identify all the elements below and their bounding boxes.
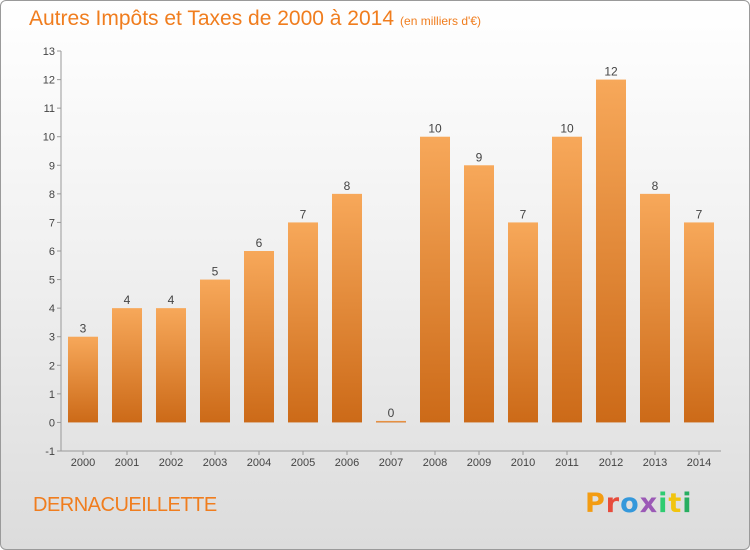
chart-title-text: Autres Impôts et Taxes de 2000 à 2014 xyxy=(29,7,395,30)
bar-value-label: 7 xyxy=(300,207,307,221)
x-tick-label: 2001 xyxy=(115,457,139,469)
logo-letter: r xyxy=(605,488,621,519)
logo-letter: o xyxy=(620,488,640,519)
bar xyxy=(596,79,626,423)
y-tick-label: 11 xyxy=(44,103,55,115)
y-tick-label: 2 xyxy=(49,360,55,372)
bar xyxy=(288,222,318,423)
x-tick-label: 2011 xyxy=(555,457,579,469)
bar xyxy=(508,222,538,423)
bar-value-label: 0 xyxy=(388,406,395,420)
place-name: DERNACUEILLETTE xyxy=(33,494,217,516)
y-tick-label: 13 xyxy=(43,46,55,58)
bar xyxy=(684,222,714,423)
y-tick-label: -1 xyxy=(45,446,55,458)
x-tick-label: 2000 xyxy=(71,457,95,469)
bar-value-label: 7 xyxy=(520,207,527,221)
bar-value-label: 9 xyxy=(476,150,483,164)
bar-value-label: 12 xyxy=(604,65,618,79)
y-tick-label: 5 xyxy=(49,275,55,287)
bar-value-label: 8 xyxy=(344,179,351,193)
x-tick-label: 2014 xyxy=(687,457,711,469)
x-tick-label: 2006 xyxy=(335,457,359,469)
x-tick-label: 2005 xyxy=(291,457,315,469)
bar-value-label: 10 xyxy=(560,122,574,136)
chart-unit: (en milliers d'€) xyxy=(400,14,482,28)
bar xyxy=(376,420,406,423)
x-tick-label: 2012 xyxy=(599,457,623,469)
proxiti-logo: Proxiti xyxy=(585,488,693,519)
bar xyxy=(68,336,98,423)
logo-letter: P xyxy=(585,488,606,519)
x-tick-label: 2007 xyxy=(379,457,403,469)
bar xyxy=(112,308,142,423)
bar-value-label: 5 xyxy=(212,265,219,279)
bar xyxy=(200,279,230,423)
chart-title: Autres Impôts et Taxes de 2000 à 2014 (en… xyxy=(29,7,481,31)
bar-value-label: 4 xyxy=(124,293,131,307)
bar-value-label: 7 xyxy=(696,207,703,221)
x-tick-label: 2008 xyxy=(423,457,447,469)
y-tick-label: 9 xyxy=(49,160,55,172)
bar-value-label: 6 xyxy=(256,236,263,250)
bar xyxy=(464,165,494,423)
y-tick-label: 6 xyxy=(49,246,55,258)
bar-value-label: 8 xyxy=(652,179,659,193)
x-tick-label: 2002 xyxy=(159,457,183,469)
y-tick-label: 3 xyxy=(49,332,55,344)
bar xyxy=(332,193,362,423)
y-tick-label: 1 xyxy=(49,389,55,401)
logo-letter: i xyxy=(658,488,669,519)
y-tick-label: 12 xyxy=(43,75,55,87)
y-tick-label: 10 xyxy=(43,132,55,144)
y-tick-label: 8 xyxy=(49,189,55,201)
logo-letter: x xyxy=(639,488,659,519)
logo-letter: i xyxy=(682,488,693,519)
bar xyxy=(640,193,670,423)
bar xyxy=(420,136,450,423)
x-tick-label: 2010 xyxy=(511,457,535,469)
y-tick-label: 0 xyxy=(49,417,55,429)
x-tick-label: 2004 xyxy=(247,457,271,469)
bar xyxy=(156,308,186,423)
bar xyxy=(552,136,582,423)
x-tick-label: 2013 xyxy=(643,457,667,469)
x-tick-label: 2003 xyxy=(203,457,227,469)
logo-letter: t xyxy=(668,488,683,519)
y-tick-label: 4 xyxy=(49,303,55,315)
y-tick-label: 7 xyxy=(49,217,55,229)
bar-value-label: 4 xyxy=(168,293,175,307)
x-tick-label: 2009 xyxy=(467,457,491,469)
bar-value-label: 10 xyxy=(428,122,442,136)
bar xyxy=(244,251,274,423)
bar-value-label: 3 xyxy=(80,322,87,336)
